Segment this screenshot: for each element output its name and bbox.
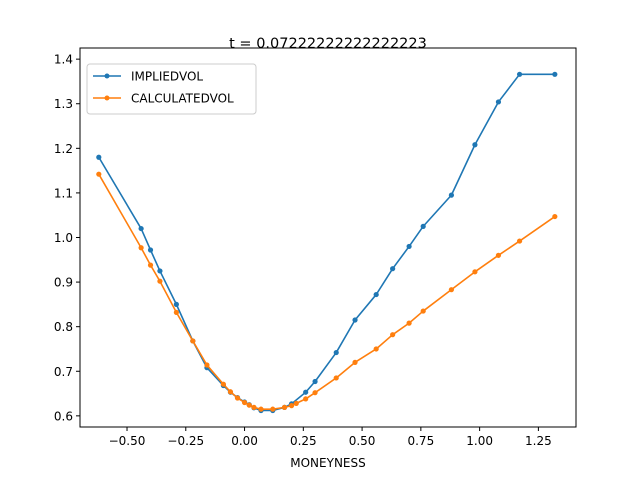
data-point-impliedvol (390, 266, 396, 272)
data-point-calculatedvol (157, 278, 163, 284)
data-point-calculatedvol (312, 390, 318, 396)
data-point-calculatedvol (251, 404, 257, 410)
data-point-calculatedvol (258, 406, 264, 412)
data-point-calculatedvol (352, 359, 358, 365)
x-tick-label: 1.25 (525, 434, 552, 448)
x-tick-label: 0.50 (349, 434, 376, 448)
legend-marker-impliedvol (104, 73, 110, 79)
data-point-impliedvol (157, 268, 163, 274)
data-point-calculatedvol (420, 308, 426, 314)
data-point-impliedvol (173, 301, 179, 307)
data-point-calculatedvol (333, 375, 339, 381)
data-point-impliedvol (495, 99, 502, 105)
series-layer (96, 71, 558, 414)
data-point-impliedvol (352, 317, 358, 323)
data-point-impliedvol (96, 154, 102, 160)
chart-title: t = 0.07222222222222223 (229, 36, 427, 52)
data-point-calculatedvol (552, 213, 558, 220)
legend-label-impliedvol: IMPLIEDVOL (131, 70, 203, 84)
data-point-calculatedvol (390, 332, 396, 338)
x-tick-label: −0.25 (167, 434, 204, 448)
y-tick-label: 0.8 (54, 320, 73, 334)
legend-box (86, 63, 257, 115)
data-point-calculatedvol (303, 396, 309, 402)
y-tick-label: 1.4 (54, 53, 73, 67)
data-point-impliedvol (516, 71, 523, 77)
data-point-calculatedvol (281, 404, 288, 410)
y-axis: 0.6 0.7 0.8 0.9 1.0 1.1 1.2 1.3 1.4 (54, 53, 80, 423)
data-point-calculatedvol (173, 309, 179, 316)
data-point-calculatedvol (234, 395, 241, 401)
data-point-impliedvol (333, 349, 339, 356)
data-point-calculatedvol (147, 262, 154, 268)
data-point-impliedvol (138, 225, 144, 232)
data-point-calculatedvol (293, 400, 299, 406)
data-point-impliedvol (312, 378, 318, 385)
x-axis-label: MONEYNESS (290, 456, 365, 470)
data-point-calculatedvol (96, 171, 102, 177)
y-tick-label: 0.6 (54, 409, 73, 423)
data-point-impliedvol (448, 192, 455, 198)
series-calculatedvol (96, 171, 558, 412)
x-tick-label: 0.25 (290, 434, 317, 448)
data-point-impliedvol (420, 223, 426, 229)
data-point-calculatedvol (220, 381, 226, 387)
y-tick-label: 1.3 (54, 97, 73, 111)
x-tick-label: 1.00 (466, 434, 493, 448)
x-axis: −0.50 −0.25 0.00 0.25 0.50 0.75 1.00 1.25 (109, 427, 552, 448)
data-point-impliedvol (147, 247, 154, 253)
legend-label-calculatedvol: CALCULATEDVOL (131, 92, 234, 106)
data-point-calculatedvol (373, 346, 379, 352)
data-point-calculatedvol (246, 402, 252, 408)
y-tick-label: 1.0 (54, 231, 73, 245)
y-tick-label: 0.7 (54, 365, 73, 379)
data-point-impliedvol (373, 291, 379, 298)
data-point-calculatedvol (227, 389, 234, 395)
x-tick-label: −0.50 (109, 434, 146, 448)
y-tick-label: 0.9 (54, 276, 73, 290)
data-point-calculatedvol (406, 320, 412, 326)
data-point-impliedvol (552, 71, 558, 77)
data-point-impliedvol (406, 243, 412, 250)
data-point-impliedvol (472, 142, 478, 148)
data-point-calculatedvol (204, 362, 210, 368)
data-point-calculatedvol (138, 245, 144, 251)
data-point-calculatedvol (448, 287, 455, 293)
legend: IMPLIEDVOL CALCULATEDVOL (86, 63, 257, 115)
x-tick-label: 0.75 (407, 434, 434, 448)
data-point-calculatedvol (241, 399, 248, 406)
data-point-calculatedvol (472, 269, 478, 275)
legend-marker-calculatedvol (104, 95, 110, 101)
y-tick-label: 1.2 (54, 142, 73, 156)
data-point-impliedvol (303, 389, 309, 395)
data-point-calculatedvol (190, 338, 196, 344)
data-point-calculatedvol (516, 238, 523, 244)
x-tick-label: 0.00 (231, 434, 258, 448)
data-point-calculatedvol (288, 403, 295, 409)
y-tick-label: 1.1 (54, 186, 73, 200)
data-point-calculatedvol (270, 406, 276, 412)
data-point-calculatedvol (495, 252, 502, 258)
